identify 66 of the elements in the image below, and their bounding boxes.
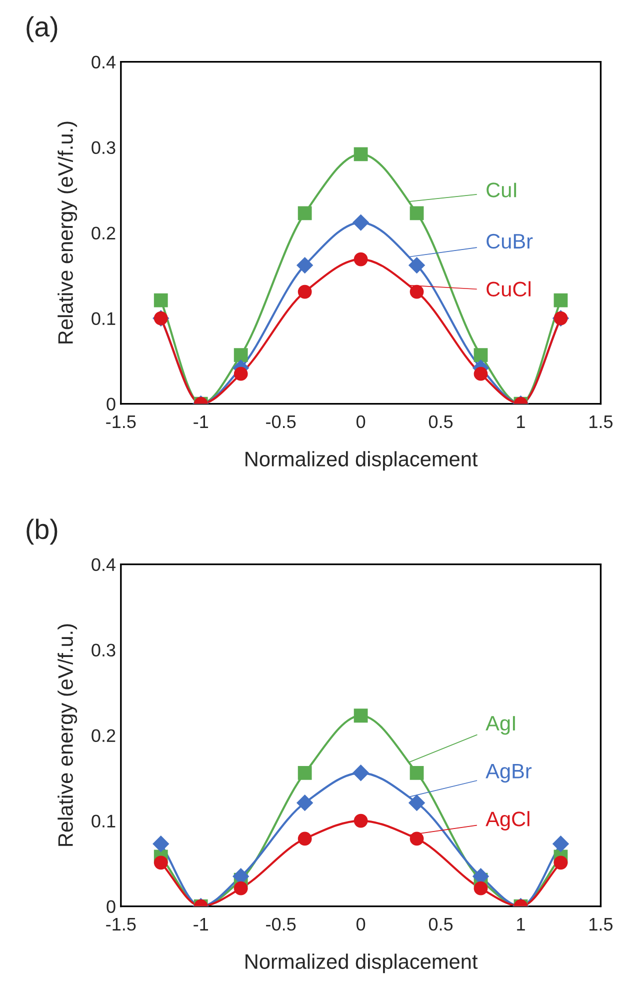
x-axis-title: Normalized displacement (246, 954, 478, 974)
point (296, 257, 313, 274)
x-tick-label: -1.5 (106, 918, 136, 931)
y-tick-label: 0 (106, 398, 116, 411)
y-tick-label: 0.1 (92, 814, 116, 828)
x-tick-label: 0.5 (428, 918, 453, 931)
point (352, 764, 369, 781)
point (234, 366, 248, 381)
x-tick-label: 1.5 (590, 416, 613, 428)
point (552, 836, 569, 852)
point (352, 214, 369, 231)
y-tick-label: 0.2 (92, 226, 116, 240)
x-tick-label: 0 (356, 415, 366, 428)
y-tick-label: 0.4 (92, 558, 116, 572)
legend-label: AgCl (486, 811, 530, 830)
point (410, 206, 424, 220)
legend-label: CuBr (486, 234, 533, 249)
point (408, 794, 425, 811)
point (354, 708, 368, 723)
y-tick-label: 0.3 (92, 644, 116, 657)
x-tick-label: 0.5 (428, 415, 453, 428)
legend-label: CuCl (486, 281, 530, 297)
x-tick-label: -1.5 (106, 416, 136, 428)
chart-title: (b) (26, 518, 58, 545)
point (298, 284, 312, 299)
x-tick-label: -1 (194, 918, 208, 930)
point (354, 252, 368, 266)
point (296, 794, 313, 811)
point (354, 147, 368, 162)
point (298, 206, 312, 220)
point (234, 881, 248, 896)
y-tick-label: 0.3 (92, 141, 116, 154)
y-axis-title: Relative energy (eV/f.u.) (58, 122, 78, 344)
text: AgBr (486, 764, 532, 783)
point (298, 766, 312, 780)
x-tick-label: 1 (517, 416, 525, 428)
point (234, 348, 248, 362)
point (154, 293, 168, 308)
x-tick-label: 1.5 (590, 918, 613, 931)
point (408, 257, 425, 274)
x-tick-label: -1 (194, 416, 208, 428)
x-tick-label: 0 (356, 918, 366, 931)
legend-label: CuI (486, 182, 516, 198)
x-tick-label: -0.5 (266, 415, 296, 428)
point (474, 366, 488, 381)
y-tick-label: 0.2 (92, 729, 116, 742)
point (410, 832, 424, 846)
point (354, 814, 368, 828)
point (474, 348, 488, 362)
x-axis-title: Normalized displacement (246, 451, 478, 471)
point (554, 293, 568, 308)
chart-title: (a) (26, 16, 58, 42)
point (410, 766, 424, 780)
y-axis-title: Relative energy (eV/f.u.) (58, 624, 78, 846)
text: AgI (486, 716, 515, 735)
point (410, 284, 424, 299)
y-tick-label: 0.4 (92, 56, 116, 69)
point (474, 881, 488, 896)
point (298, 832, 312, 846)
point (554, 856, 568, 870)
y-tick-label: 0 (106, 900, 116, 913)
x-tick-label: 1 (517, 918, 525, 930)
point (152, 836, 169, 852)
point (154, 856, 168, 870)
x-tick-label: -0.5 (266, 918, 296, 931)
y-tick-label: 0.1 (92, 312, 116, 326)
